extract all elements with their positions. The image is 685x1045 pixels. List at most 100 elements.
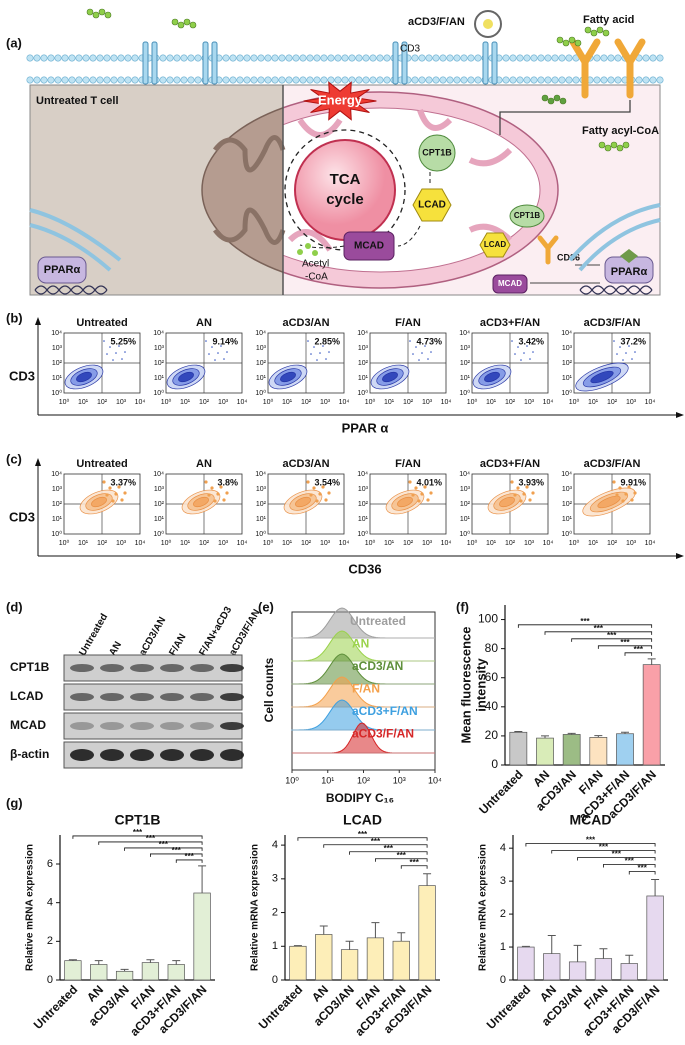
lipid-head [509, 76, 517, 84]
significance-bracket [525, 843, 656, 847]
fatty-acid [590, 29, 598, 37]
bar [616, 733, 634, 766]
label: F/AN [395, 458, 421, 470]
significance-bracket [628, 871, 656, 875]
significance-label: *** [409, 858, 419, 867]
lipid-head [250, 54, 258, 62]
significance-bracket [571, 638, 653, 642]
bar [568, 961, 587, 981]
lipid-head [474, 54, 482, 62]
x-tick-label: Untreated [256, 982, 306, 1032]
lipid-head [166, 54, 174, 62]
lipid-head [166, 76, 174, 84]
x-tick-label: 10³ [116, 399, 127, 406]
lipid-head [635, 76, 643, 84]
event-dot [306, 480, 310, 484]
significance-bracket [577, 857, 656, 861]
event-dot [532, 351, 534, 353]
contour [283, 480, 331, 515]
lipid-head [411, 76, 419, 84]
lipid-head [194, 76, 202, 84]
error-bar [651, 878, 660, 896]
fatty-acid [598, 141, 606, 149]
label: F/AN [395, 317, 421, 329]
lipid-head [61, 54, 69, 62]
event-dot [409, 340, 411, 342]
lipid-head [600, 76, 608, 84]
lipid-head [425, 54, 433, 62]
label: 5.25% [110, 336, 136, 346]
event-dot [123, 491, 127, 495]
y-tick-label: 10⁴ [357, 330, 368, 337]
y-tick-label: 10⁴ [561, 471, 572, 478]
x-tick-label: 10⁴ [428, 775, 442, 785]
lipid-head [278, 76, 286, 84]
y-tick-label: 10¹ [358, 516, 369, 523]
y-tick-label: 10² [460, 501, 471, 508]
x-tick-label: 10¹ [588, 540, 599, 547]
y-tick-label: 10¹ [256, 375, 267, 382]
band [100, 664, 124, 672]
y-tick-label: 10⁰ [459, 530, 470, 538]
significance-label: *** [594, 624, 604, 633]
x-tick-label: 10⁴ [237, 399, 248, 406]
enzyme [479, 232, 511, 258]
y-tick-label: 10² [52, 360, 63, 367]
y-tick-label: 10⁰ [153, 530, 164, 538]
blot [63, 712, 243, 740]
lipid-head [320, 54, 328, 62]
band [130, 749, 154, 761]
error-bar [594, 735, 603, 738]
bar [509, 731, 528, 766]
contour [268, 340, 330, 390]
significance-bracket [597, 645, 653, 649]
event-dot [327, 491, 331, 495]
event-dot [328, 351, 330, 353]
lipid-head [572, 76, 580, 84]
label: PPAR α [342, 420, 389, 435]
dna [34, 289, 108, 295]
label: -CoA [305, 272, 328, 283]
lipid-head [502, 54, 510, 62]
band [130, 664, 154, 672]
band [190, 693, 214, 701]
y-tick-label: 10¹ [460, 516, 471, 523]
label: AN [196, 458, 212, 470]
lipid-head [26, 76, 34, 84]
band [100, 722, 124, 730]
error-bar [172, 960, 181, 965]
lipid-head [327, 54, 335, 62]
lipid-head [299, 76, 307, 84]
lipid-head [194, 54, 202, 62]
arrow-head [676, 553, 684, 559]
lipid-head [453, 54, 461, 62]
y-tick-label: 10⁰ [51, 389, 62, 397]
bar [64, 960, 82, 981]
event-dot [510, 480, 514, 484]
label: LCAD [484, 240, 506, 249]
sample-label: aCD3/F/AN [352, 727, 414, 741]
event-dot [619, 346, 621, 348]
fatty-acid [104, 11, 112, 19]
lipid-head [607, 54, 615, 62]
cd3-receptor [482, 41, 489, 85]
cd3-receptor [401, 41, 408, 85]
lipid-head [642, 54, 650, 62]
significance-bracket [72, 835, 203, 839]
dna [579, 289, 653, 295]
event-dot [208, 353, 210, 355]
lipid-head [614, 54, 622, 62]
event-dot [118, 345, 120, 347]
band [160, 693, 184, 701]
label: Cell counts [262, 657, 276, 722]
event-dot [103, 340, 105, 342]
sample-label: aCD3/AN [352, 659, 403, 673]
x-tick-label: 10⁴ [543, 399, 554, 406]
significance-label: *** [146, 834, 156, 843]
y-tick-label: 10⁴ [459, 330, 470, 337]
y-tick-label: 10³ [52, 345, 63, 352]
event-dot [223, 358, 225, 360]
y-tick-label: 10² [562, 501, 573, 508]
lipid-head [642, 76, 650, 84]
fatty-acid [562, 39, 570, 47]
